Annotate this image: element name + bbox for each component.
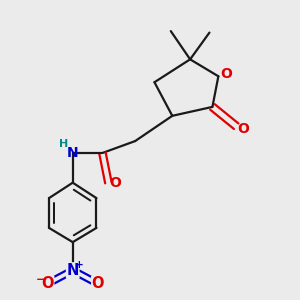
Text: −: − [36, 273, 46, 286]
Text: N: N [67, 146, 79, 160]
Text: O: O [221, 67, 232, 81]
Text: O: O [92, 276, 104, 291]
Text: O: O [41, 276, 54, 291]
Text: N: N [67, 263, 79, 278]
Text: O: O [237, 122, 249, 136]
Text: O: O [109, 176, 121, 190]
Text: +: + [75, 260, 84, 270]
Text: H: H [59, 140, 68, 149]
